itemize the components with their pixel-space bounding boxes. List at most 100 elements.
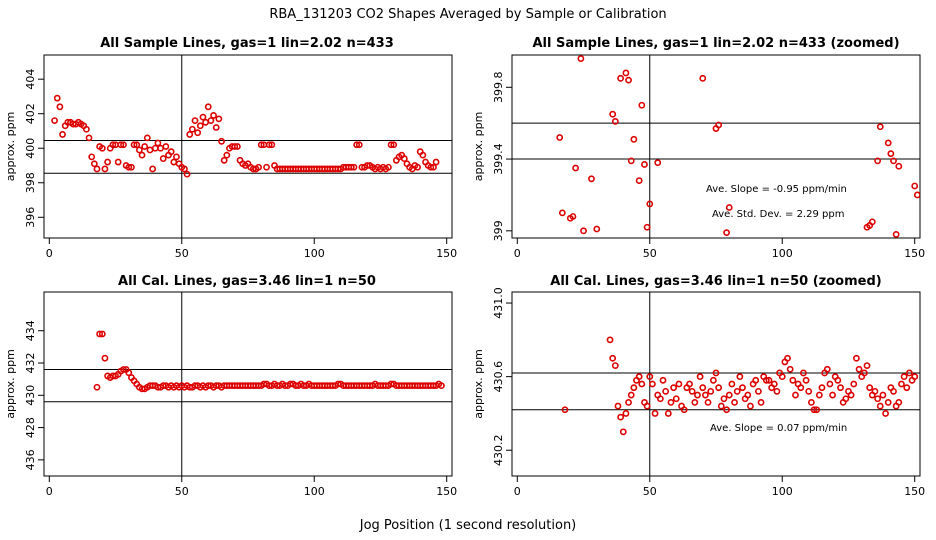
data-point xyxy=(400,155,408,162)
y-axis-label: approx. ppm xyxy=(4,112,17,182)
data-point xyxy=(617,413,625,421)
data-point xyxy=(220,156,228,164)
data-point xyxy=(210,112,217,119)
data-point xyxy=(617,74,625,82)
data-point xyxy=(88,153,96,161)
data-point xyxy=(900,373,908,381)
data-point xyxy=(635,373,643,381)
data-point xyxy=(627,157,635,165)
data-point xyxy=(419,151,427,159)
y-tick-label: 399.8 xyxy=(492,72,505,104)
data-point xyxy=(879,391,887,399)
data-point xyxy=(347,163,355,171)
data-point xyxy=(85,134,93,142)
data-point xyxy=(125,163,133,171)
data-point xyxy=(427,163,435,171)
data-point xyxy=(223,151,231,159)
annotation: Ave. Slope = -0.95 ppm/min xyxy=(706,184,847,195)
data-point xyxy=(770,380,778,388)
data-point xyxy=(196,122,204,130)
data-point xyxy=(191,117,199,125)
data-point xyxy=(866,384,874,392)
data-point xyxy=(141,143,149,150)
data-point xyxy=(725,391,733,399)
data-point xyxy=(577,55,585,62)
panel-cal-lines: All Cal. Lines, gas=3.46 lin=1 n=50 0 50 1… xyxy=(4,274,457,498)
data-point xyxy=(884,139,892,147)
annotation: Ave. Std. Dev. = 2.29 ppm xyxy=(712,209,844,220)
data-point xyxy=(635,177,643,184)
data-point xyxy=(792,391,799,399)
data-point xyxy=(911,373,919,381)
figure-title: RBA_131203 CO2 Shapes Averaged by Sample… xyxy=(269,7,666,22)
data-point xyxy=(101,354,109,362)
data-point xyxy=(572,164,579,172)
y-tick-label: 399.4 xyxy=(492,143,505,175)
data-point xyxy=(199,113,207,121)
data-point xyxy=(807,398,815,406)
panel-sample-lines: All Sample Lines, gas=1 lin=2.02 n=433 0… xyxy=(4,36,457,260)
x-tick-label: 100 xyxy=(772,485,793,498)
data-point xyxy=(93,383,101,391)
data-point xyxy=(853,354,860,362)
data-point xyxy=(90,160,98,168)
data-point xyxy=(715,121,723,129)
data-point xyxy=(212,124,220,131)
y-axis-label: approx. ppm xyxy=(472,112,485,182)
data-point xyxy=(218,137,225,145)
data-point xyxy=(580,227,587,235)
data-point xyxy=(135,146,143,154)
data-point xyxy=(215,115,223,123)
data-point xyxy=(638,101,646,109)
data-point xyxy=(638,380,646,388)
data-point xyxy=(731,398,738,406)
data-point xyxy=(898,380,905,388)
data-point xyxy=(51,117,58,125)
x-tick-label: 150 xyxy=(436,247,457,260)
x-tick-label: 150 xyxy=(904,485,925,498)
data-point xyxy=(805,387,813,395)
y-tick-label: 434 xyxy=(24,320,37,341)
data-point xyxy=(120,141,127,149)
data-point xyxy=(117,141,125,149)
data-point xyxy=(712,369,720,377)
data-point xyxy=(826,380,834,388)
data-point xyxy=(802,376,810,384)
data-point xyxy=(847,391,855,399)
data-point xyxy=(611,117,619,125)
y-tick-label: 396 xyxy=(24,207,37,228)
x-tick-label: 50 xyxy=(175,485,189,498)
data-point xyxy=(257,141,265,149)
x-tick-label: 150 xyxy=(904,247,925,260)
y-tick-label: 428 xyxy=(24,417,37,438)
data-point xyxy=(569,213,577,220)
data-point xyxy=(204,103,212,111)
data-point xyxy=(614,402,622,410)
data-point xyxy=(643,402,651,410)
data-points xyxy=(561,336,919,436)
data-point xyxy=(656,395,664,403)
data-point xyxy=(183,170,191,178)
data-points xyxy=(556,55,920,238)
data-point xyxy=(556,134,564,141)
data-point xyxy=(438,382,445,390)
data-point xyxy=(686,380,693,388)
data-point xyxy=(609,354,617,362)
data-point xyxy=(104,158,111,166)
plot-frame xyxy=(511,54,921,239)
data-point xyxy=(664,410,672,417)
data-point xyxy=(704,398,712,406)
data-point xyxy=(234,143,241,150)
data-points xyxy=(51,94,440,178)
data-point xyxy=(688,387,696,395)
data-point xyxy=(430,163,437,171)
data-point xyxy=(387,141,395,149)
data-point xyxy=(895,162,903,170)
data-point xyxy=(120,366,127,373)
data-point xyxy=(53,94,61,102)
x-tick-label: 50 xyxy=(643,247,657,260)
data-point xyxy=(588,175,595,183)
x-tick-label: 50 xyxy=(643,485,657,498)
